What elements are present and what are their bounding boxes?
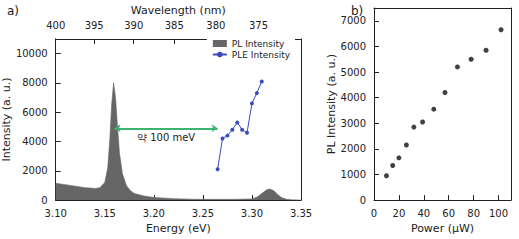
svg-text:0: 0: [371, 208, 377, 219]
svg-text:4000: 4000: [22, 136, 47, 147]
svg-text:6000: 6000: [341, 41, 366, 52]
svg-text:3.15: 3.15: [94, 208, 116, 219]
svg-text:0: 0: [360, 195, 366, 206]
svg-text:20: 20: [393, 208, 406, 219]
svg-text:7000: 7000: [340, 15, 366, 27]
svg-text:Intensity (a. u.): Intensity (a. u.): [0, 77, 13, 161]
svg-text:3000: 3000: [341, 118, 366, 129]
svg-text:6000: 6000: [22, 107, 47, 118]
svg-text:5000: 5000: [341, 67, 366, 78]
svg-text:PL Intensity (a. u.): PL Intensity (a. u.): [325, 54, 338, 154]
svg-text:Wavelength (nm): Wavelength (nm): [131, 4, 226, 17]
svg-text:a): a): [7, 4, 19, 18]
svg-text:2000: 2000: [341, 143, 366, 154]
svg-text:10000: 10000: [16, 48, 48, 59]
svg-text:PLE Intensity: PLE Intensity: [232, 50, 291, 60]
svg-text:2000: 2000: [22, 165, 47, 176]
svg-text:3.30: 3.30: [241, 208, 263, 219]
svg-text:60: 60: [442, 208, 455, 219]
svg-text:3.10: 3.10: [45, 208, 67, 219]
svg-text:390: 390: [124, 20, 143, 31]
svg-text:PL Intensity: PL Intensity: [232, 39, 285, 49]
svg-text:0: 0: [41, 195, 47, 206]
svg-text:80: 80: [467, 208, 480, 219]
svg-text:4000: 4000: [341, 92, 366, 103]
svg-text:400: 400: [46, 20, 65, 31]
svg-text:1000: 1000: [341, 169, 366, 180]
svg-text:100: 100: [489, 208, 508, 219]
svg-text:b): b): [351, 4, 363, 18]
svg-text:3.25: 3.25: [192, 208, 214, 219]
svg-text:약 100 meV: 약 100 meV: [137, 132, 195, 143]
svg-text:3.20: 3.20: [143, 208, 165, 219]
svg-text:8000: 8000: [22, 77, 47, 88]
svg-text:Power (μW): Power (μW): [411, 222, 474, 235]
svg-text:385: 385: [165, 20, 184, 31]
svg-text:Energy (eV): Energy (eV): [146, 222, 211, 235]
svg-text:395: 395: [85, 20, 104, 31]
svg-text:3.35: 3.35: [290, 208, 312, 219]
svg-text:380: 380: [206, 20, 225, 31]
svg-text:375: 375: [249, 20, 268, 31]
svg-text:40: 40: [417, 208, 430, 219]
